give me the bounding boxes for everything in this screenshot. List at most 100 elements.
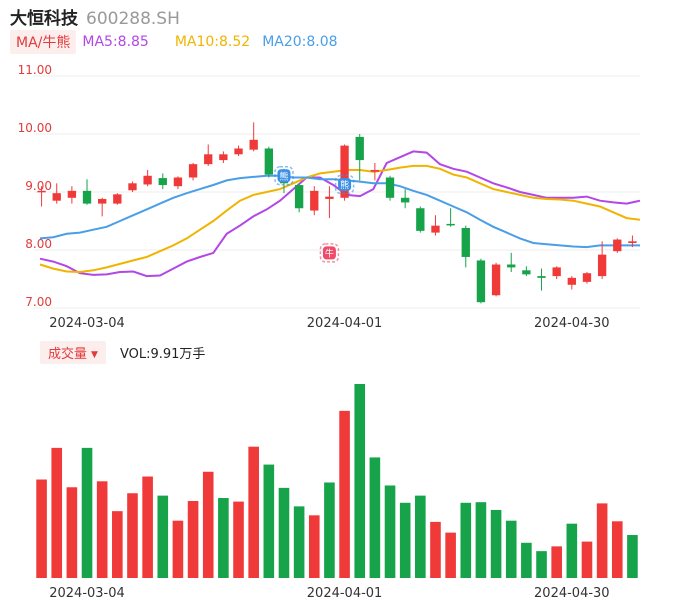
volume-bar — [536, 551, 547, 578]
price-tick-label: 9.00 — [25, 179, 52, 193]
candle-body — [37, 190, 46, 193]
volume-bar — [112, 511, 123, 578]
volume-bar — [127, 493, 138, 578]
candle-body — [98, 198, 107, 204]
volume-bar — [172, 520, 184, 578]
volume-bar — [293, 506, 305, 578]
candle — [628, 235, 637, 248]
candle — [507, 252, 516, 273]
volume-indicator-tag[interactable]: 成交量 ▼ — [40, 341, 106, 364]
price-axis-ticks: 11.00 10.00 9.00 8.00 7.00 — [18, 63, 52, 309]
volume-bar — [445, 532, 456, 578]
date-tick-label: 2024-04-01 — [307, 586, 383, 601]
volume-legend: 成交量 ▼ VOL:9.91万手 — [40, 341, 205, 364]
candle-body — [204, 154, 213, 165]
volume-bar — [430, 521, 441, 578]
candle-body — [143, 175, 152, 185]
bear-signal-icon: 熊 — [334, 174, 355, 195]
candle — [294, 183, 304, 213]
candle — [385, 175, 395, 201]
volume-bar — [460, 502, 472, 578]
caret-down-icon: ▼ — [91, 349, 98, 360]
volume-bar — [278, 487, 290, 578]
candle — [234, 145, 243, 157]
signal-markers: 熊牛 熊 — [274, 166, 355, 263]
candle — [567, 276, 576, 290]
stock-name: 大恒科技 — [10, 9, 78, 29]
volume-bar — [218, 498, 229, 578]
volume-bar — [505, 520, 517, 578]
volume-bar — [202, 471, 214, 578]
volume-bar — [308, 515, 320, 578]
volume-bar — [551, 546, 562, 578]
candle — [370, 163, 380, 181]
candle — [264, 146, 273, 178]
candle-body — [446, 223, 455, 226]
volume-bar — [354, 384, 366, 578]
candle-body — [113, 194, 122, 204]
volume-bar — [415, 495, 426, 578]
signal-ring — [319, 243, 340, 263]
candle — [461, 225, 470, 268]
candle-body — [355, 136, 364, 161]
volume-bar — [157, 495, 169, 578]
moving-average-lines — [39, 150, 641, 278]
candle-body — [173, 177, 183, 187]
volume-bar — [581, 541, 593, 578]
ma20-value: MA20:8.08 — [262, 34, 338, 50]
candle-body — [385, 177, 395, 198]
candle — [113, 193, 122, 205]
volume-bar — [233, 501, 244, 578]
candle — [82, 179, 92, 205]
bull-signal-icon: 牛 — [319, 243, 340, 263]
candle-body — [582, 273, 592, 282]
ma-indicator-tag[interactable]: MA/牛熊 — [10, 30, 77, 54]
candle — [597, 241, 607, 279]
stock-header: 大恒科技 600288.SH — [10, 4, 180, 29]
date-tick-label: 2024-03-04 — [49, 316, 125, 331]
candle-body — [431, 225, 440, 233]
volume-value: VOL:9.91万手 — [119, 347, 206, 362]
date-tick-label: 2024-04-30 — [534, 316, 610, 331]
volume-bars — [36, 384, 638, 578]
candle-body — [52, 193, 61, 201]
candle-body — [234, 148, 243, 155]
volume-bar — [81, 447, 93, 578]
candle — [401, 189, 410, 209]
candle-body — [158, 178, 167, 186]
bear-signal-icon: 熊 — [274, 166, 294, 186]
candle-body — [401, 197, 410, 203]
candle — [188, 163, 198, 181]
ma10-line — [39, 164, 641, 274]
volume-bar — [521, 542, 532, 578]
candle-body — [67, 190, 77, 198]
date-tick-label: 2024-04-30 — [534, 586, 610, 601]
volume-bar — [248, 446, 259, 578]
candle — [249, 122, 258, 152]
candle-body — [325, 196, 334, 199]
candle-body — [310, 190, 319, 211]
volume-bar — [384, 485, 396, 578]
candle-body — [491, 264, 501, 296]
signal-ring — [334, 174, 355, 195]
signal-badge — [277, 169, 291, 183]
volume-bar — [369, 457, 381, 578]
volume-bar — [263, 464, 275, 578]
candle-body — [628, 241, 637, 244]
candle — [52, 183, 61, 204]
signal-ring — [274, 166, 294, 186]
volume-bar — [596, 503, 608, 578]
candle-body — [294, 185, 304, 209]
candle-body — [128, 183, 137, 191]
volume-tag-label: 成交量 — [48, 347, 88, 362]
signal-label: 熊 — [279, 170, 288, 182]
candle — [582, 272, 592, 284]
candle-body — [476, 260, 486, 303]
ma-legend: MA/牛熊 MA5:8.85 MA10:8.52 MA20:8.08 — [10, 30, 338, 54]
volume-bar — [339, 410, 350, 578]
ma5-value: MA5:8.85 — [82, 34, 149, 50]
candle — [128, 181, 137, 192]
candle-body — [507, 264, 516, 268]
price-tick-label: 10.00 — [18, 121, 52, 135]
